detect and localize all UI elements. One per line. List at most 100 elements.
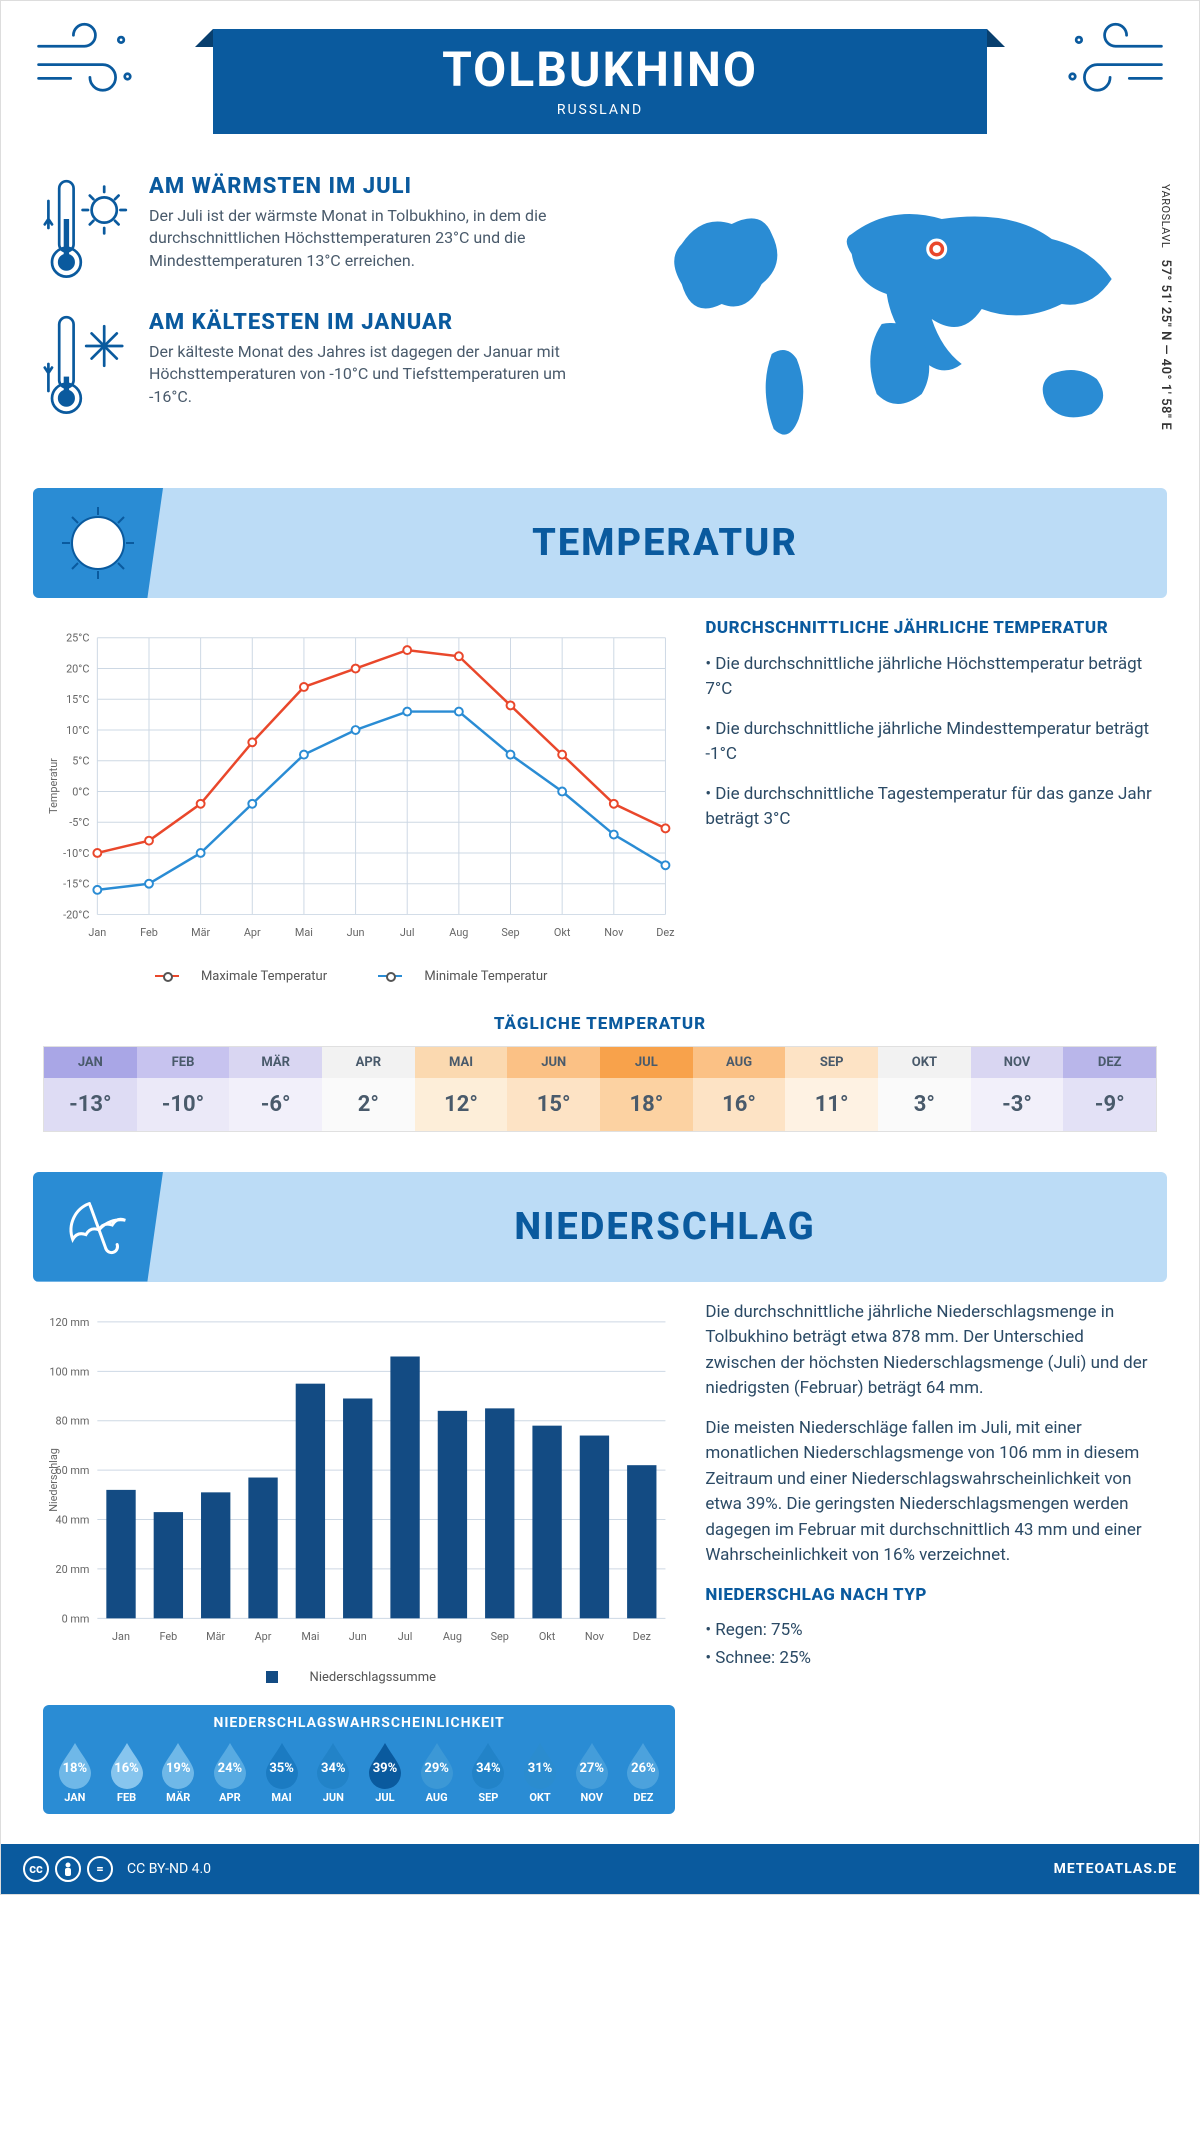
svg-text:15°C: 15°C bbox=[66, 693, 89, 706]
license-text: CC BY-ND 4.0 bbox=[127, 1861, 211, 1877]
month-cell: MAI 12° bbox=[415, 1047, 508, 1131]
cc-icon: cc bbox=[23, 1856, 49, 1882]
svg-text:10°C: 10°C bbox=[66, 724, 89, 737]
month-cell: SEP 11° bbox=[785, 1047, 878, 1131]
month-cell: JUL 18° bbox=[600, 1047, 693, 1131]
prob-drop: 26% DEZ bbox=[618, 1739, 670, 1804]
svg-text:Dez: Dez bbox=[633, 1630, 652, 1643]
month-cell: NOV -3° bbox=[971, 1047, 1064, 1131]
precip-type-title: NIEDERSCHLAG NACH TYP bbox=[705, 1583, 1157, 1609]
month-cell: FEB -10° bbox=[137, 1047, 230, 1131]
fact-coldest: AM KÄLTESTEN IM JANUAR Der kälteste Mona… bbox=[43, 310, 606, 418]
page: TOLBUKHINO RUSSLAND AM WÄRMSTEN IM JULI … bbox=[0, 0, 1200, 1895]
prob-drop: 16% FEB bbox=[101, 1739, 153, 1804]
svg-text:Niederschlag: Niederschlag bbox=[47, 1448, 60, 1512]
precip-para-1: Die durchschnittliche jährliche Niedersc… bbox=[705, 1300, 1157, 1402]
prob-drop: 18% JAN bbox=[49, 1739, 101, 1804]
svg-text:-15°C: -15°C bbox=[63, 878, 89, 891]
svg-text:Jun: Jun bbox=[347, 926, 365, 939]
prob-drop: 35% MAI bbox=[256, 1739, 308, 1804]
svg-text:Sep: Sep bbox=[501, 926, 519, 939]
svg-text:-10°C: -10°C bbox=[63, 847, 89, 860]
svg-text:25°C: 25°C bbox=[66, 632, 89, 645]
svg-text:0 mm: 0 mm bbox=[62, 1612, 90, 1625]
temp-bullet-2: • Die durchschnittliche Tagestemperatur … bbox=[705, 782, 1157, 833]
svg-text:Feb: Feb bbox=[159, 1630, 177, 1643]
month-cell: DEZ -9° bbox=[1063, 1047, 1156, 1131]
sun-icon bbox=[58, 503, 138, 583]
svg-text:Sep: Sep bbox=[491, 1630, 509, 1643]
by-icon bbox=[55, 1856, 81, 1882]
month-cell: AUG 16° bbox=[693, 1047, 786, 1131]
precip-snow: • Schnee: 25% bbox=[705, 1646, 1157, 1672]
temperature-title: TEMPERATUR bbox=[163, 521, 1167, 565]
month-cell: JAN -13° bbox=[44, 1047, 137, 1131]
svg-text:Dez: Dez bbox=[656, 926, 675, 939]
svg-text:Jan: Jan bbox=[88, 926, 106, 939]
section-head-precip: NIEDERSCHLAG bbox=[33, 1172, 1167, 1282]
svg-text:100 mm: 100 mm bbox=[49, 1365, 89, 1378]
month-cell: MÄR -6° bbox=[229, 1047, 322, 1131]
prob-drop: 34% SEP bbox=[463, 1739, 515, 1804]
precip-title: NIEDERSCHLAG bbox=[163, 1205, 1167, 1249]
fact-warm-text: Der Juli ist der wärmste Monat in Tolbuk… bbox=[149, 205, 606, 272]
svg-text:Feb: Feb bbox=[140, 926, 158, 939]
svg-text:60 mm: 60 mm bbox=[55, 1464, 89, 1477]
daily-temp-title: TÄGLICHE TEMPERATUR bbox=[33, 1014, 1167, 1034]
fact-warmest: AM WÄRMSTEN IM JULI Der Juli ist der wär… bbox=[43, 174, 606, 282]
svg-text:Apr: Apr bbox=[244, 926, 261, 939]
nd-icon: = bbox=[87, 1856, 113, 1882]
section-head-temperature: TEMPERATUR bbox=[33, 488, 1167, 598]
svg-text:Apr: Apr bbox=[255, 1630, 272, 1643]
wind-icon bbox=[1056, 20, 1166, 100]
region-label: YAROSLAVL bbox=[1159, 184, 1172, 248]
footer: cc = CC BY-ND 4.0 METEOATLAS.DE bbox=[1, 1844, 1199, 1894]
fact-cold-title: AM KÄLTESTEN IM JANUAR bbox=[149, 310, 606, 335]
svg-text:20°C: 20°C bbox=[66, 662, 89, 675]
temp-bullet-1: • Die durchschnittliche jährliche Mindes… bbox=[705, 717, 1157, 768]
month-cell: OKT 3° bbox=[878, 1047, 971, 1131]
prob-drop: 34% JUN bbox=[307, 1739, 359, 1804]
month-cell: JUN 15° bbox=[507, 1047, 600, 1131]
svg-text:Temperatur: Temperatur bbox=[47, 758, 60, 814]
temp-legend: Maximale Temperatur Minimale Temperatur bbox=[43, 966, 675, 984]
world-map bbox=[646, 174, 1157, 454]
svg-text:Mai: Mai bbox=[301, 1630, 319, 1643]
precip-prob-box: NIEDERSCHLAGSWAHRSCHEINLICHKEIT 18% JAN … bbox=[43, 1705, 675, 1814]
svg-text:Jul: Jul bbox=[398, 1630, 413, 1643]
svg-text:Mär: Mär bbox=[191, 926, 210, 939]
prob-drop: 27% NOV bbox=[566, 1739, 618, 1804]
prob-drop: 29% AUG bbox=[411, 1739, 463, 1804]
page-title: TOLBUKHINO bbox=[213, 41, 987, 98]
svg-text:Okt: Okt bbox=[554, 926, 571, 939]
month-cell: APR 2° bbox=[322, 1047, 415, 1131]
temperature-line-chart: -20°C-15°C-10°C-5°C0°C5°C10°C15°C20°C25°… bbox=[43, 616, 675, 956]
svg-text:Mai: Mai bbox=[295, 926, 313, 939]
thermometer-cold-icon bbox=[43, 310, 133, 418]
svg-text:Jan: Jan bbox=[112, 1630, 130, 1643]
site-name: METEOATLAS.DE bbox=[1054, 1861, 1177, 1877]
prob-title: NIEDERSCHLAGSWAHRSCHEINLICHKEIT bbox=[49, 1715, 669, 1731]
thermometer-hot-icon bbox=[43, 174, 133, 282]
country-subtitle: RUSSLAND bbox=[213, 102, 987, 118]
prob-drop: 39% JUL bbox=[359, 1739, 411, 1804]
coordinates: YAROSLAVL 57° 51' 25" N — 40° 1' 58" E bbox=[1158, 184, 1173, 430]
svg-text:5°C: 5°C bbox=[72, 755, 89, 768]
temp-bullet-0: • Die durchschnittliche jährliche Höchst… bbox=[705, 652, 1157, 703]
cc-icons: cc = CC BY-ND 4.0 bbox=[23, 1856, 211, 1882]
fact-cold-text: Der kälteste Monat des Jahres ist dagege… bbox=[149, 341, 606, 408]
fact-warm-title: AM WÄRMSTEN IM JULI bbox=[149, 174, 606, 199]
precip-rain: • Regen: 75% bbox=[705, 1618, 1157, 1644]
legend-max: Maximale Temperatur bbox=[201, 969, 327, 984]
svg-text:120 mm: 120 mm bbox=[49, 1315, 89, 1328]
svg-text:40 mm: 40 mm bbox=[55, 1513, 89, 1526]
legend-min: Minimale Temperatur bbox=[424, 969, 547, 984]
daily-temp-strip: JAN -13° FEB -10° MÄR -6° APR 2° MAI 12°… bbox=[43, 1046, 1157, 1132]
wind-icon bbox=[34, 20, 144, 100]
umbrella-icon bbox=[63, 1192, 133, 1262]
title-banner: TOLBUKHINO RUSSLAND bbox=[213, 29, 987, 134]
svg-text:20 mm: 20 mm bbox=[55, 1562, 89, 1575]
precip-bar-chart: 0 mm20 mm40 mm60 mm80 mm100 mm120 mmJanF… bbox=[43, 1300, 675, 1660]
precip-legend: Niederschlagssumme bbox=[43, 1670, 675, 1688]
svg-text:Jul: Jul bbox=[400, 926, 415, 939]
